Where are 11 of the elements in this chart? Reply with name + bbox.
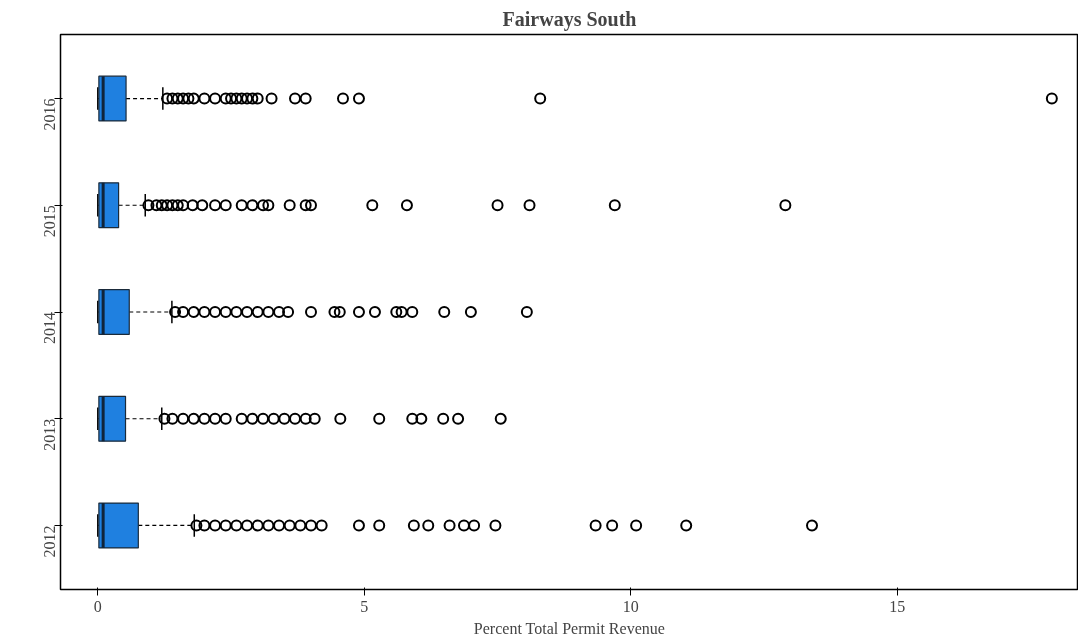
y-tick-label: 2015 [41,205,58,238]
x-tick-label: 5 [360,597,369,615]
x-axis-title: Percent Total Permit Revenue [473,619,665,637]
x-tick-label: 0 [93,597,102,615]
y-tick-label: 2014 [41,312,58,344]
y-tick-label: 2012 [41,525,58,558]
chart-title: Fairways South [502,7,637,31]
y-tick-label: 2013 [41,418,58,451]
x-tick-label: 15 [889,597,906,615]
y-tick-label: 2016 [41,98,58,131]
x-tick-label: 10 [622,597,639,615]
